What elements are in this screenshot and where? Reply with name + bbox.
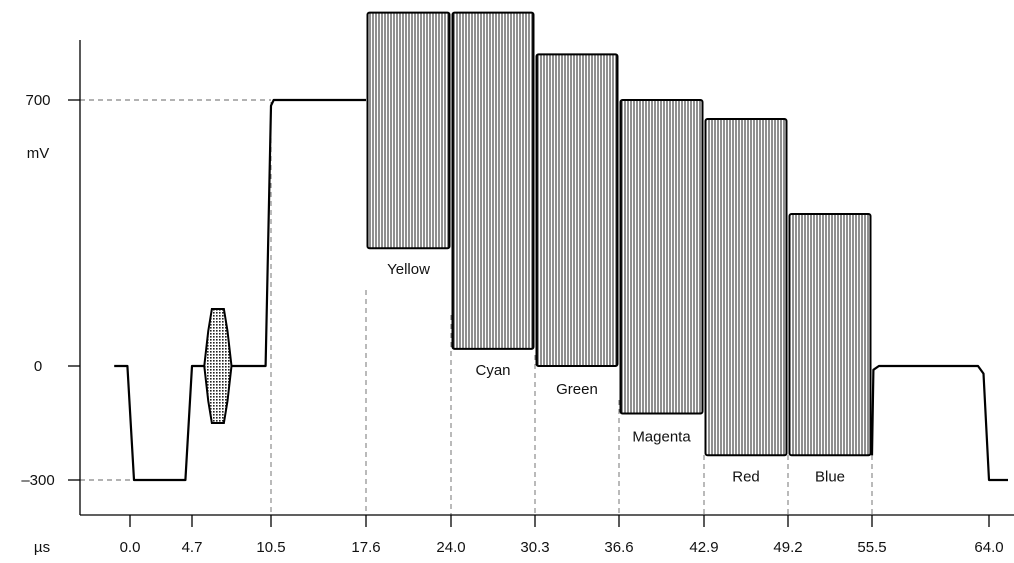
- bar-yellow: [366, 11, 451, 250]
- bar-green: [535, 53, 619, 368]
- y-unit-label: mV: [27, 145, 50, 162]
- bar-label-red: Red: [732, 468, 760, 485]
- burst-shape: [203, 308, 233, 424]
- bar-red: [704, 118, 788, 457]
- bar-label-blue: Blue: [815, 468, 845, 485]
- bar-blue: [788, 213, 872, 457]
- bar-magenta: [619, 99, 704, 415]
- labels: Yellow Cyan Green Magenta Red Blue: [387, 261, 845, 485]
- x-tick-label: 4.7: [182, 539, 203, 556]
- x-tick-label: 49.2: [773, 539, 802, 556]
- color-bars: [366, 11, 872, 457]
- bar-cyan: [451, 11, 535, 350]
- bar-label-yellow: Yellow: [387, 261, 430, 278]
- x-tick-label: 36.6: [604, 539, 633, 556]
- signal-trace: [114, 98, 1008, 482]
- x-tick-label: 24.0: [436, 539, 465, 556]
- y-tick-label: 0: [34, 358, 42, 375]
- x-unit-label: µs: [34, 539, 50, 556]
- x-tick-label: 42.9: [689, 539, 718, 556]
- bar-label-cyan: Cyan: [475, 362, 510, 379]
- x-tick-label: 0.0: [120, 539, 141, 556]
- x-tick-label: 10.5: [256, 539, 285, 556]
- bar-label-magenta: Magenta: [632, 429, 691, 446]
- x-tick-label: 30.3: [520, 539, 549, 556]
- guide-lines: [80, 99, 873, 515]
- y-tick-label: 700: [25, 92, 50, 109]
- axes: 700 0 –300 mV 0.0 4.7 10.5 17.6 24.0 30.3 36.6 42.9…: [21, 40, 1014, 556]
- x-tick-label: 55.5: [857, 539, 886, 556]
- y-tick-label: –300: [21, 472, 54, 489]
- bar-label-green: Green: [556, 381, 598, 398]
- x-tick-label: 64.0: [974, 539, 1003, 556]
- x-tick-label: 17.6: [351, 539, 380, 556]
- color-burst: [203, 308, 233, 424]
